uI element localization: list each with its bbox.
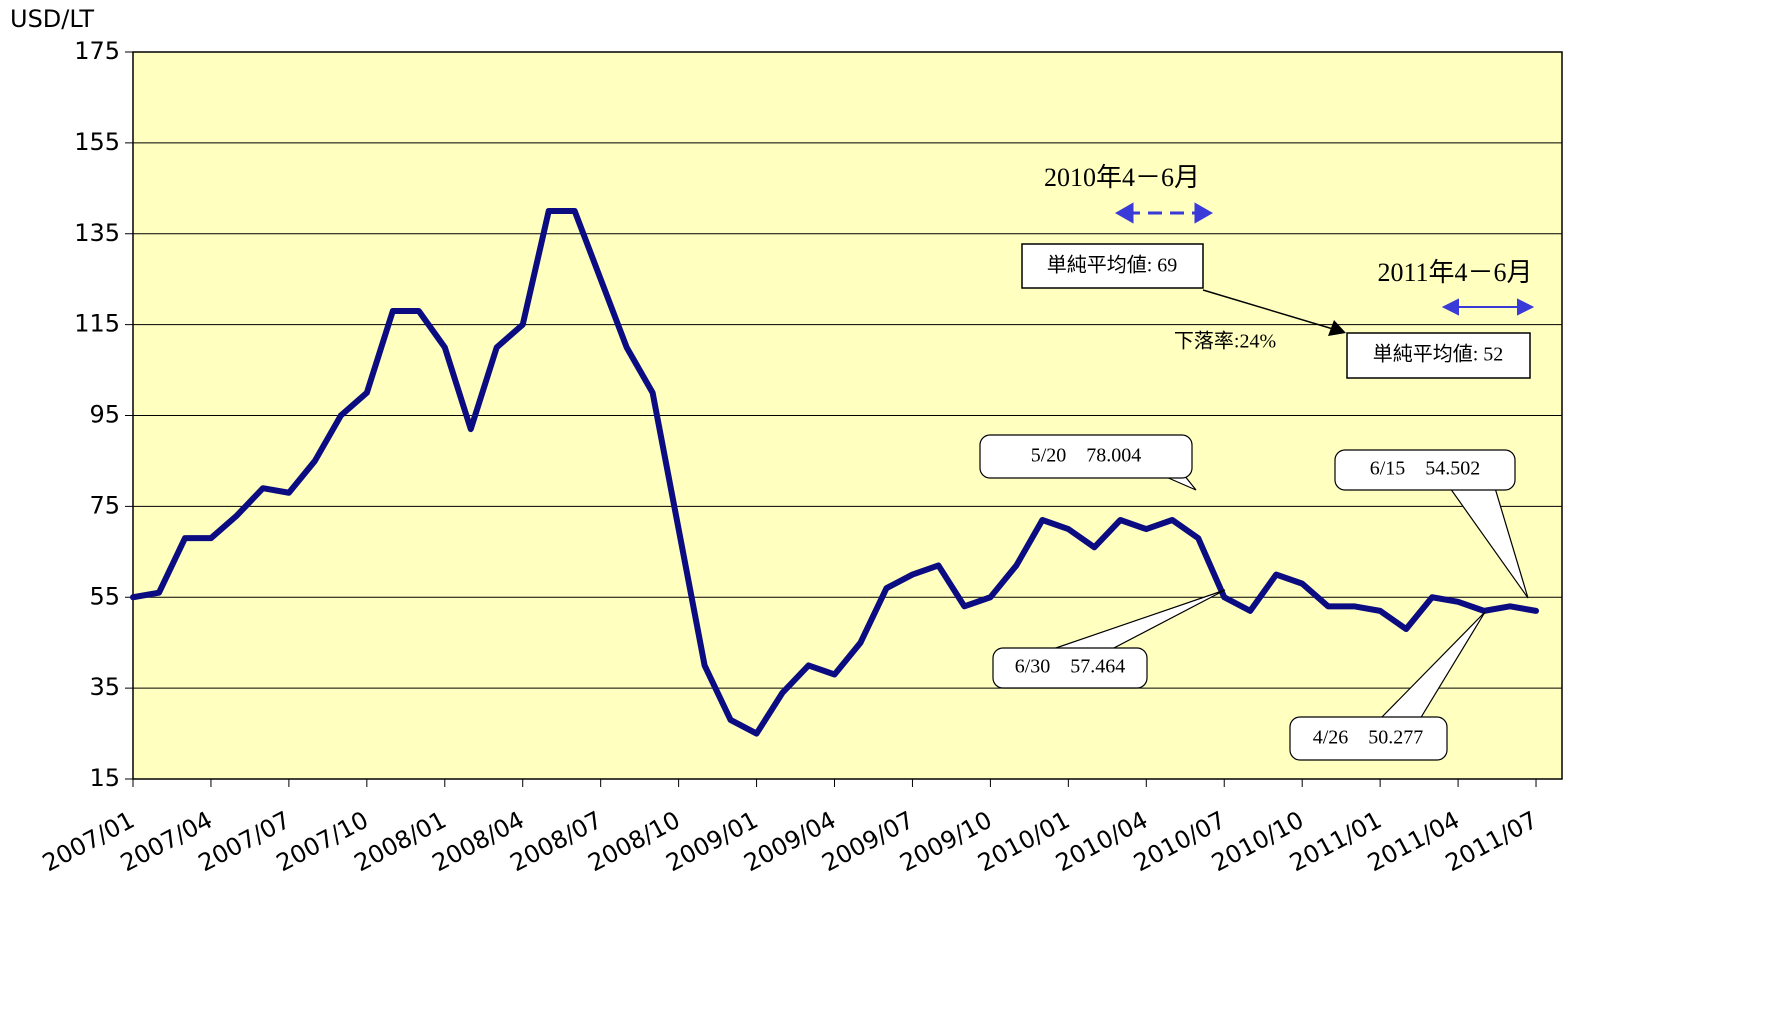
annotations: 2010年4－6月 単純平均値: 69 2011年4－6月 単純平均値: 52 …	[979, 163, 1535, 761]
annotation: 6/30 57.464	[1015, 656, 1126, 678]
y-tick-label: 55	[89, 582, 120, 610]
callout	[992, 647, 1148, 689]
annotation: 2010年4－6月	[1044, 163, 1200, 192]
y-tick-label: 135	[74, 219, 120, 247]
y-tick-label: 75	[89, 491, 120, 519]
annotation: 単純平均値: 52	[1373, 343, 1504, 366]
data-line	[130, 208, 1540, 737]
box	[1346, 332, 1531, 379]
arrow-head	[1328, 320, 1346, 336]
y-tick-label: 15	[89, 764, 120, 792]
y-tick-label: 175	[74, 37, 120, 65]
annotation: 2011年4－6月	[1377, 258, 1532, 287]
annotation: 単純平均値: 69	[1047, 254, 1178, 277]
y-tick-label: 115	[74, 310, 120, 338]
annotation: 4/26 50.277	[1313, 727, 1424, 749]
y-tick-label: 95	[89, 401, 120, 429]
annotation: 6/15 54.502	[1370, 458, 1481, 480]
callout	[1334, 449, 1516, 491]
callout	[979, 434, 1193, 479]
marks	[130, 208, 1540, 737]
box	[1021, 243, 1204, 289]
arrow	[1202, 289, 1334, 330]
grid	[125, 51, 1562, 787]
y-tick-label: 35	[89, 673, 120, 701]
range-arrow	[1114, 202, 1214, 224]
callout	[1289, 716, 1448, 761]
annotation: 5/20 78.004	[1031, 445, 1142, 467]
y-tick-label: 155	[74, 128, 120, 156]
y-axis-label: USD/LT	[10, 5, 94, 33]
annotation: 下落率:24%	[1174, 330, 1276, 353]
range-arrow	[1441, 298, 1535, 316]
